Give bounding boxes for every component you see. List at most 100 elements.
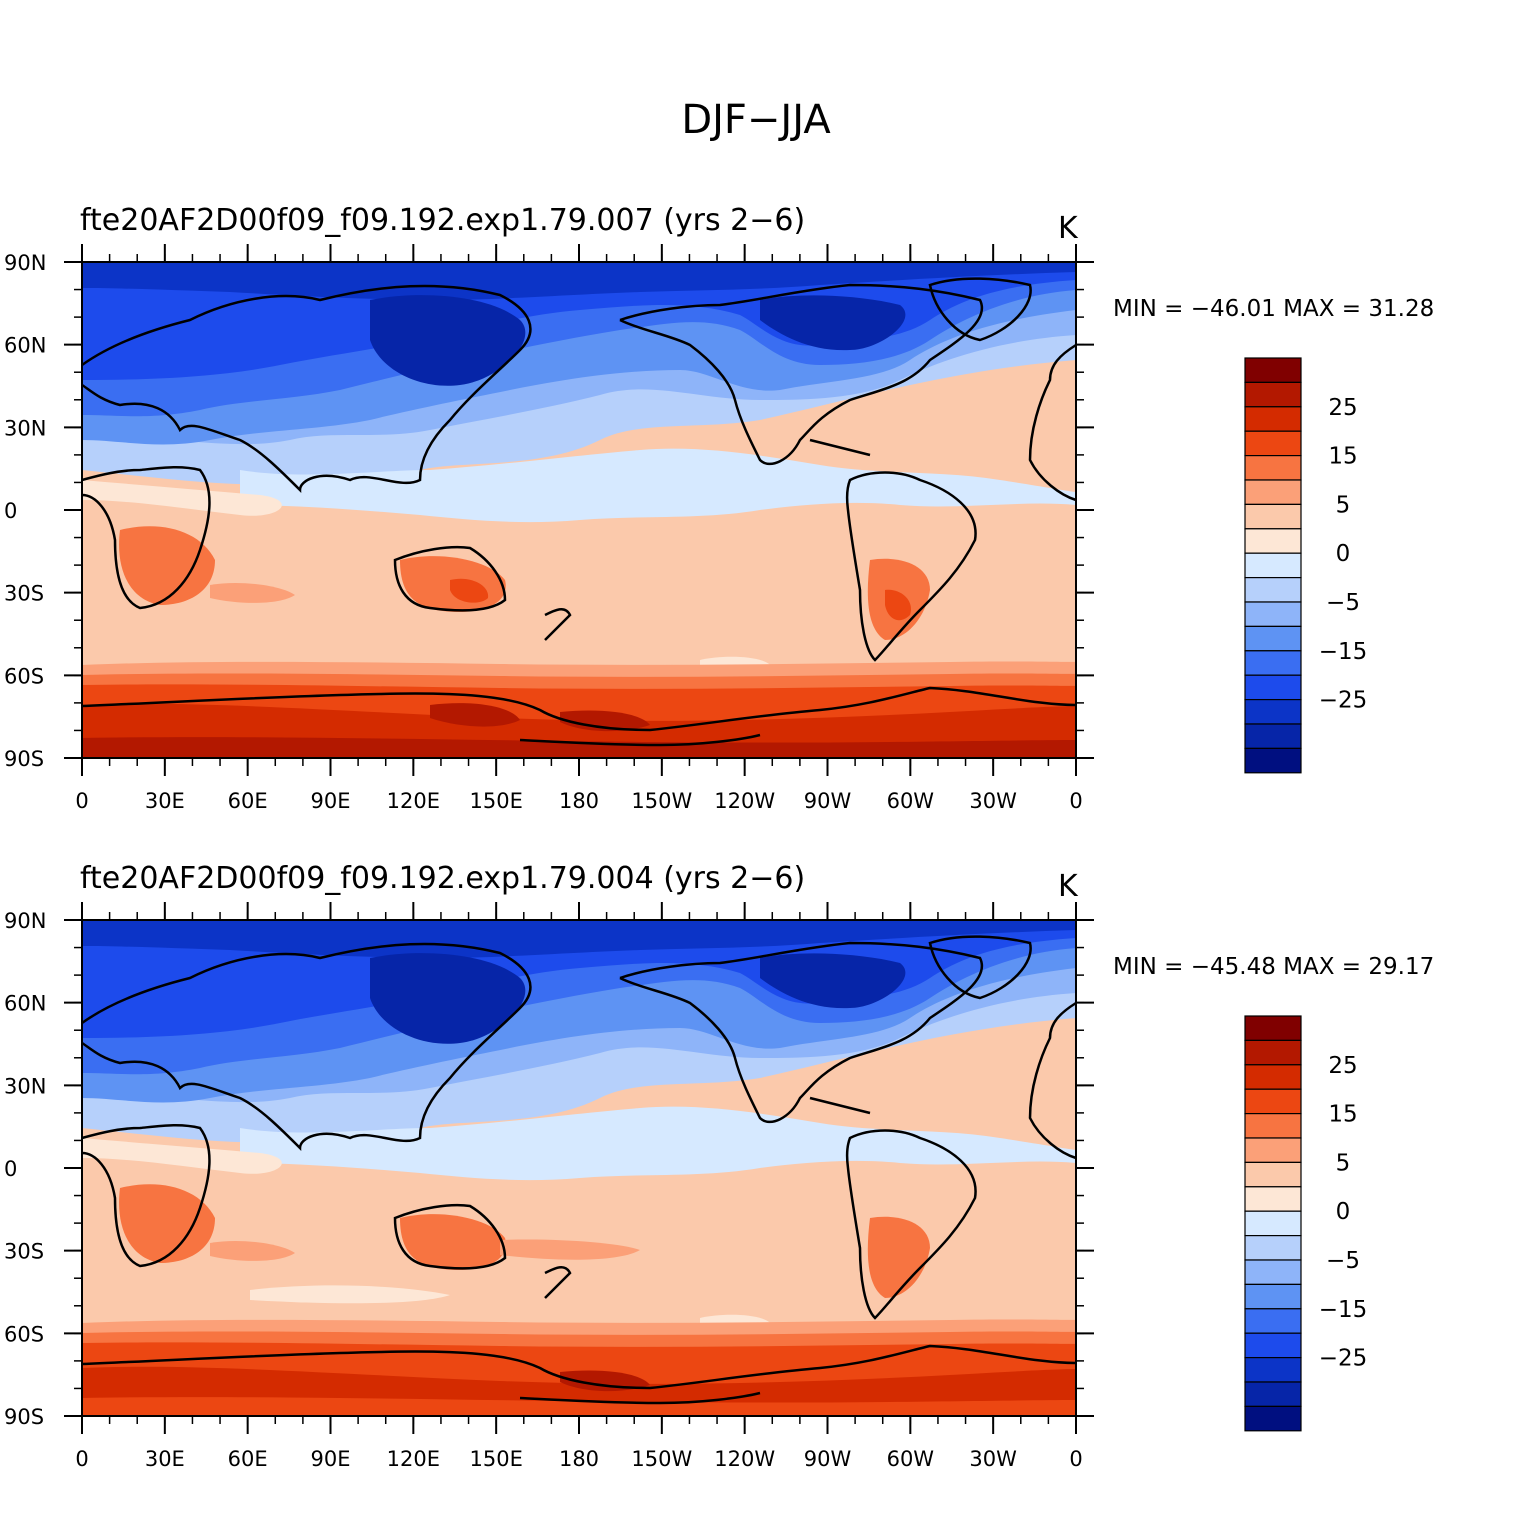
lon-label: 150W: [631, 1447, 692, 1471]
colorbar-box: [1244, 650, 1302, 676]
lon-label: 30W: [969, 789, 1017, 813]
lat-label: 90S: [4, 1405, 44, 1429]
lon-label: 60W: [887, 789, 935, 813]
lon-label: 120W: [714, 1447, 775, 1471]
colorbar-label: −5: [1326, 590, 1360, 616]
lon-label: 150W: [631, 789, 692, 813]
lon-label: 30E: [145, 789, 185, 813]
lat-label: 90N: [4, 909, 46, 933]
lon-label: 90E: [311, 1447, 351, 1471]
colorbar-box: [1244, 1381, 1302, 1407]
lon-label: 150E: [469, 789, 522, 813]
colorbar-box: [1244, 1112, 1302, 1139]
lon-label: 60E: [228, 1447, 268, 1471]
colorbar-box: [1244, 381, 1302, 408]
panel-2-title: fte20AF2D00f09_f09.192.exp1.79.004 (yrs …: [80, 861, 805, 896]
colorbar-label: −25: [1319, 1346, 1368, 1372]
lon-label: 90W: [804, 1447, 852, 1471]
colorbar-box: [1244, 1064, 1302, 1090]
lat-label: 90N: [4, 251, 46, 275]
lon-label: 0: [75, 1447, 88, 1471]
panel-1-units: K: [1058, 211, 1079, 246]
lat-label: 30N: [4, 1074, 46, 1098]
colorbar-box: [1244, 1137, 1302, 1163]
panel-2-min-max: MIN = −45.48 MAX = 29.17: [1113, 954, 1434, 980]
colorbar-label: 5: [1336, 492, 1351, 518]
colorbar-box: [1244, 1283, 1302, 1310]
panel-1-map-field: [81, 262, 1077, 758]
colorbar-box: [1244, 503, 1302, 530]
lon-label: 60E: [228, 789, 268, 813]
colorbar-box: [1244, 1039, 1302, 1066]
colorbar-box: [1244, 552, 1302, 579]
colorbar-box: [1244, 698, 1302, 725]
colorbar-label: 25: [1328, 395, 1357, 421]
colorbar-box: [1244, 1088, 1302, 1115]
colorbar-box: [1244, 1210, 1302, 1237]
figure-title: DJF−JJA: [681, 97, 831, 143]
lat-label: 30S: [4, 582, 44, 606]
colorbar-box: [1244, 528, 1302, 554]
colorbar-box: [1244, 1405, 1302, 1432]
lon-label: 150E: [469, 1447, 522, 1471]
colorbar-box: [1244, 455, 1302, 481]
lon-label: 120W: [714, 789, 775, 813]
lon-label: 0: [1069, 789, 1082, 813]
colorbar-box: [1244, 1332, 1302, 1359]
colorbar-box: [1244, 1186, 1302, 1212]
colorbar-box: [1244, 723, 1302, 749]
lon-label: 180: [559, 1447, 599, 1471]
lon-label: 30E: [145, 1447, 185, 1471]
colorbar-box: [1244, 479, 1302, 505]
panel-1-min-max: MIN = −46.01 MAX = 31.28: [1113, 296, 1434, 322]
lat-label: 30S: [4, 1240, 44, 1264]
lat-label: 60S: [4, 1322, 44, 1346]
colorbar-box: [1244, 357, 1302, 383]
colorbar-label: −15: [1319, 639, 1368, 665]
panel-1-title: fte20AF2D00f09_f09.192.exp1.79.007 (yrs …: [80, 203, 805, 238]
map-panel-1: fte20AF2D00f09_f09.192.exp1.79.007 (yrs …: [4, 203, 1434, 813]
colorbar-box: [1244, 674, 1302, 701]
lon-label: 180: [559, 789, 599, 813]
colorbar-box: [1244, 576, 1302, 603]
colorbar-box: [1244, 1308, 1302, 1334]
colorbar-label: 0: [1336, 541, 1351, 567]
colorbar-label: 15: [1328, 444, 1357, 470]
colorbar-box: [1244, 1356, 1302, 1383]
colorbar-box: [1244, 1234, 1302, 1261]
colorbar-label: −15: [1319, 1297, 1368, 1323]
lon-label: 120E: [387, 789, 440, 813]
colorbar-box: [1244, 625, 1302, 652]
panel-2-axis-ticks: 90N 60N 30N 0 30S 60S 90S 0 30E 60E 90E 120E 150E 180…: [4, 902, 1094, 1471]
colorbar-box: [1244, 406, 1302, 432]
lat-label: 60N: [4, 992, 46, 1016]
colorbar-label: 5: [1336, 1150, 1351, 1176]
lon-label: 120E: [387, 1447, 440, 1471]
panel-1-colorbar: 25 15 5 0 −5 −15 −25: [1244, 357, 1368, 774]
colorbar-label: 0: [1336, 1199, 1351, 1225]
colorbar-label: −5: [1326, 1248, 1360, 1274]
lon-label: 0: [1069, 1447, 1082, 1471]
lat-label: 0: [4, 1157, 17, 1181]
colorbar-box: [1244, 747, 1302, 774]
colorbar-box: [1244, 1259, 1302, 1285]
lon-label: 60W: [887, 1447, 935, 1471]
lat-label: 60N: [4, 334, 46, 358]
map-panel-2: fte20AF2D00f09_f09.192.exp1.79.004 (yrs …: [4, 861, 1434, 1471]
colorbar-label: 25: [1328, 1053, 1357, 1079]
colorbar-label: 15: [1328, 1102, 1357, 1128]
lat-label: 60S: [4, 664, 44, 688]
lon-label: 30W: [969, 1447, 1017, 1471]
lon-label: 0: [75, 789, 88, 813]
panel-2-map-field: [81, 920, 1077, 1416]
panel-2-colorbar: 25 15 5 0 −5 −15 −25: [1244, 1015, 1368, 1432]
lat-label: 30N: [4, 416, 46, 440]
colorbar-box: [1244, 601, 1302, 627]
panel-2-units: K: [1058, 869, 1079, 904]
lat-label: 90S: [4, 747, 44, 771]
colorbar-box: [1244, 1161, 1302, 1188]
lon-label: 90E: [311, 789, 351, 813]
panel-1-axis-ticks: 90N 60N 30N 0 30S 60S 90S 0 30E 60E 90E 120E 150E 180…: [4, 244, 1094, 813]
lat-label: 0: [4, 499, 17, 523]
